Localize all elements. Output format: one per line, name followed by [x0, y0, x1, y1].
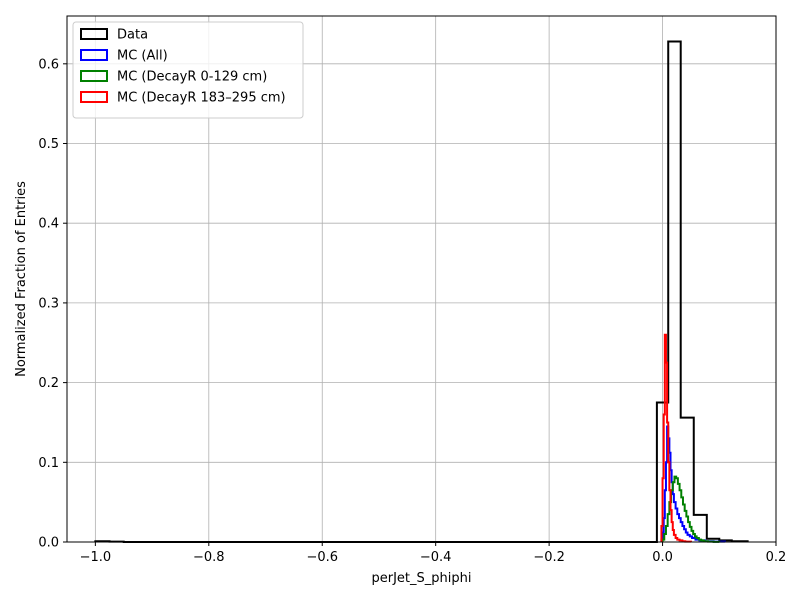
legend-label-2: MC (DecayR 0-129 cm): [117, 70, 267, 85]
x-tick-label: −0.2: [533, 550, 565, 565]
legend-label-3: MC (DecayR 183–295 cm): [117, 91, 286, 106]
legend-swatch-2: [80, 70, 108, 82]
legend-swatch-1: [80, 49, 108, 61]
legend-swatch-3: [80, 91, 108, 103]
legend-box: [72, 21, 304, 119]
x-tick-label: −0.4: [420, 550, 452, 565]
x-tick-label: −1.0: [80, 550, 112, 565]
y-tick-label: 0.3: [38, 296, 59, 311]
y-tick-label: 0.0: [38, 536, 59, 551]
y-tick-label: 0.6: [38, 57, 59, 72]
y-tick-label: 0.4: [38, 217, 59, 232]
x-tick-label: −0.8: [193, 550, 225, 565]
series-3-step-line: [660, 333, 692, 543]
y-tick-label: 0.1: [38, 456, 59, 471]
legend-swatch-0: [80, 28, 108, 40]
x-tick-label: 0.0: [652, 550, 673, 565]
y-axis-label: Normalized Fraction of Entries: [14, 181, 29, 377]
x-tick-label: −0.6: [306, 550, 338, 565]
y-tick-label: 0.5: [38, 137, 59, 152]
legend-label-0: Data: [117, 28, 148, 43]
y-tick-label: 0.2: [38, 376, 59, 391]
series-2-step-line: [661, 475, 721, 543]
x-axis-label: perJet_S_phiphi: [372, 571, 472, 586]
axis-ticks: −1.0 −0.8 −0.6 −0.4 −0.2 0.0 0.2 0.0 0.1 0.2 0.3 0.…: [38, 57, 786, 565]
series-1-step-line: [660, 425, 726, 543]
legend-label-1: MC (All): [117, 49, 168, 64]
plot-frame: [66, 15, 777, 543]
x-tick-label: 0.2: [766, 550, 787, 565]
legend: Data MC (All) MC (DecayR 0-129 cm) MC (Deca…: [72, 21, 304, 119]
grid: [67, 16, 777, 543]
